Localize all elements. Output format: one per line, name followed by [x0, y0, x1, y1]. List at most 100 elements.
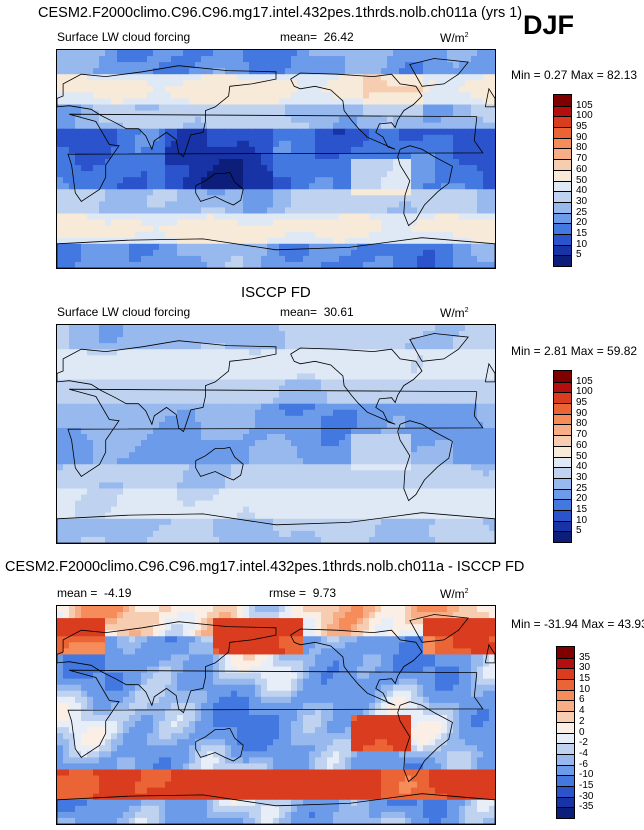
map-cell — [255, 415, 262, 423]
map-cell — [117, 415, 124, 423]
map-cell — [189, 452, 196, 459]
map-cell — [81, 56, 88, 63]
map-cell — [399, 482, 406, 490]
map-cell — [219, 243, 226, 251]
map-cell — [141, 379, 148, 387]
map-cell — [363, 249, 370, 257]
map-cell — [81, 367, 88, 375]
map-cell — [489, 50, 495, 57]
map-cell — [63, 159, 70, 166]
map-cell — [81, 446, 88, 453]
map-cell — [255, 470, 262, 477]
map-cell — [381, 237, 388, 245]
map-cell — [177, 219, 184, 227]
map-cell — [459, 337, 466, 344]
map-cell — [297, 337, 304, 344]
map-cell — [423, 476, 430, 484]
map-cell — [99, 68, 106, 75]
map-cell — [189, 397, 196, 405]
map-cell — [291, 482, 298, 490]
map-cell — [183, 512, 190, 520]
map-cell — [453, 68, 460, 75]
map-cell — [135, 134, 142, 142]
map-cell — [189, 110, 196, 118]
map-cell — [135, 122, 142, 130]
map-cell — [315, 470, 322, 477]
map-cell — [393, 385, 400, 393]
map-cell — [273, 92, 280, 100]
map-cell — [189, 331, 196, 338]
map-cell — [231, 361, 238, 368]
map-cell — [411, 189, 418, 196]
map-cell — [357, 355, 364, 362]
colorbar-box — [554, 244, 571, 256]
map-cell — [63, 343, 70, 350]
map-cell — [327, 397, 334, 405]
map-cell — [123, 152, 130, 160]
map-cell — [117, 86, 124, 93]
map-cell — [429, 470, 436, 477]
map-cell — [123, 104, 130, 112]
map-cell — [453, 249, 460, 257]
map-cell — [279, 397, 286, 405]
map-cell — [123, 421, 130, 429]
map-cell — [429, 349, 436, 356]
map-cell — [447, 464, 454, 471]
map-cell — [153, 385, 160, 393]
map-cell — [417, 337, 424, 344]
map-cell — [477, 128, 484, 136]
map-cell — [105, 104, 112, 112]
map-cell — [261, 92, 268, 100]
map-cell — [213, 183, 220, 190]
map-cell — [123, 373, 130, 381]
map-cell — [75, 488, 82, 496]
map-cell — [309, 255, 316, 263]
map-cell — [393, 183, 400, 190]
map-cell — [189, 225, 196, 233]
map-cell — [171, 506, 178, 514]
map-cell — [465, 421, 472, 429]
map-cell — [447, 470, 454, 477]
map-cell — [279, 409, 286, 417]
map-cell — [81, 122, 88, 130]
map-cell — [201, 50, 208, 57]
map-cell — [447, 183, 454, 190]
map-cell — [243, 116, 250, 124]
map-cell — [243, 98, 250, 106]
map-cell — [381, 349, 388, 356]
map-cell — [381, 409, 388, 417]
map-cell — [351, 506, 358, 514]
panel1-units: W/m2 — [440, 31, 469, 45]
map-cell — [75, 415, 82, 423]
map-cell — [375, 255, 382, 263]
map-cell — [327, 512, 334, 520]
map-cell — [423, 415, 430, 423]
map-cell — [255, 488, 262, 496]
map-cell — [183, 159, 190, 166]
map-cell — [249, 391, 256, 399]
map-cell — [459, 122, 466, 130]
map-cell — [183, 62, 190, 69]
map-cell — [285, 391, 292, 399]
map-cell — [309, 440, 316, 447]
map-cell — [423, 325, 430, 332]
map-cell — [231, 134, 238, 142]
map-cell — [375, 337, 382, 344]
map-cell — [297, 255, 304, 263]
map-cell — [159, 237, 166, 245]
map-cell — [405, 152, 412, 160]
map-cell — [327, 434, 334, 441]
map-cell — [465, 195, 472, 202]
map-cell — [213, 243, 220, 251]
map-cell — [111, 62, 118, 69]
map-cell — [477, 183, 484, 190]
map-cell — [177, 409, 184, 417]
map-cell — [69, 225, 76, 233]
map-cell — [393, 159, 400, 166]
map-cell — [303, 183, 310, 190]
map-cell — [477, 225, 484, 233]
map-cell — [489, 74, 495, 81]
map-cell — [441, 385, 448, 393]
map-cell — [147, 152, 154, 160]
map-cell — [69, 488, 76, 496]
